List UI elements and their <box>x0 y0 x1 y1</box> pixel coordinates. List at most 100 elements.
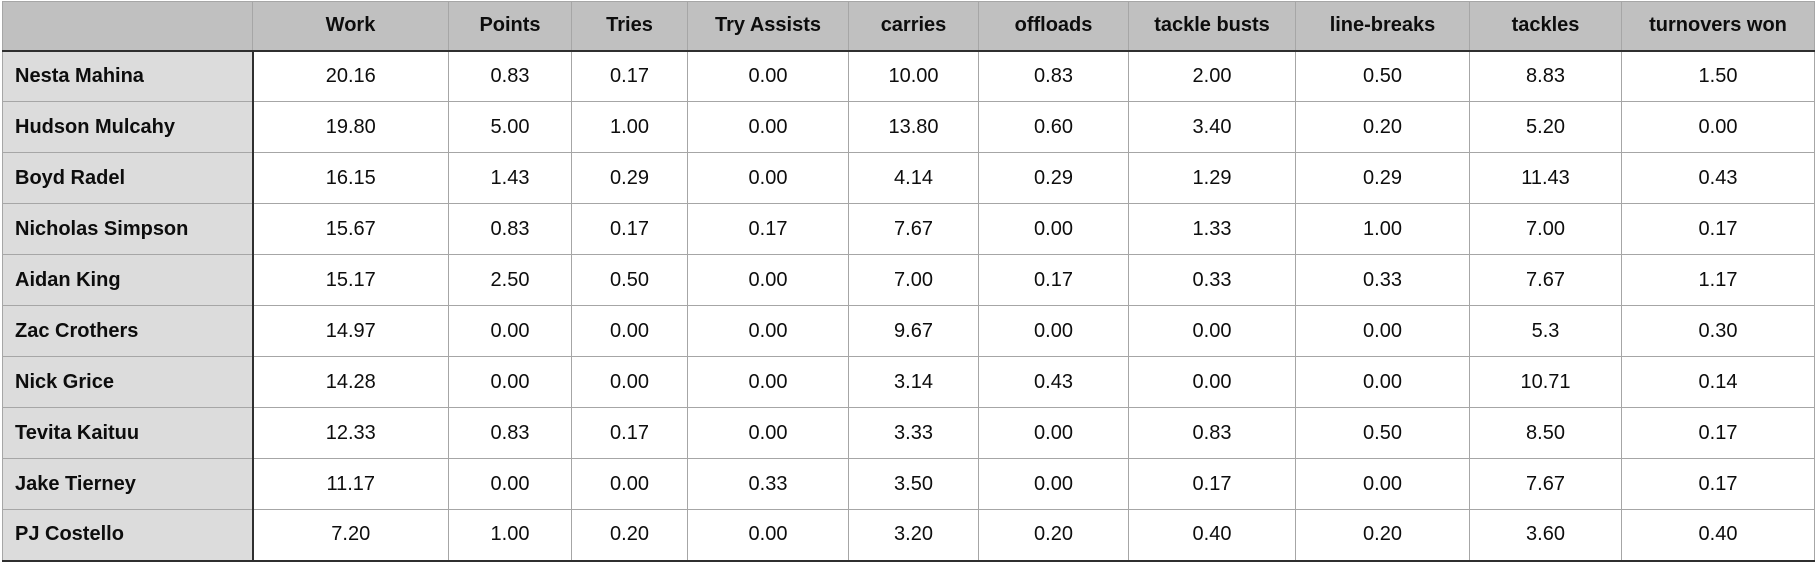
stat-cell: 0.00 <box>1128 305 1296 357</box>
stat-cell: 0.83 <box>448 407 572 459</box>
stat-cell: 0.33 <box>687 458 849 510</box>
player-row: Zac Crothers 14.97 0.00 0.00 0.00 9.67 0.00 0.0… <box>2 305 1815 357</box>
stat-cell: 3.20 <box>848 509 979 562</box>
stat-cell: 7.20 <box>252 509 449 562</box>
stat-cell: 10.71 <box>1469 356 1622 408</box>
stat-cell: 0.50 <box>1295 50 1470 102</box>
stat-cell: 0.29 <box>571 152 688 204</box>
stat-cell: 0.00 <box>978 458 1129 510</box>
stat-cell: 7.67 <box>1469 458 1622 510</box>
stat-cell: 0.00 <box>687 407 849 459</box>
stat-cell: 11.17 <box>252 458 449 510</box>
stat-cell: 0.00 <box>448 305 572 357</box>
stat-cell: 3.33 <box>848 407 979 459</box>
column-header-tackles: tackles <box>1469 1 1622 52</box>
stat-cell: 0.40 <box>1621 509 1815 562</box>
stat-cell: 2.50 <box>448 254 572 306</box>
player-row: Nicholas Simpson 15.67 0.83 0.17 0.17 7.67 0.0… <box>2 203 1815 255</box>
stat-cell: 1.00 <box>1295 203 1470 255</box>
stat-cell: 0.00 <box>571 458 688 510</box>
stat-cell: 7.67 <box>848 203 979 255</box>
stat-cell: 3.60 <box>1469 509 1622 562</box>
stat-cell: 0.17 <box>1128 458 1296 510</box>
stat-cell: 1.33 <box>1128 203 1296 255</box>
stat-cell: 0.00 <box>687 305 849 357</box>
stat-cell: 0.83 <box>448 203 572 255</box>
stat-cell: 11.43 <box>1469 152 1622 204</box>
stat-cell: 0.00 <box>687 101 849 153</box>
stat-cell: 0.00 <box>571 356 688 408</box>
stat-cell: 0.17 <box>1621 407 1815 459</box>
stat-cell: 14.97 <box>252 305 449 357</box>
column-header-tries: Tries <box>571 1 688 52</box>
stat-cell: 0.83 <box>448 50 572 102</box>
stat-cell: 1.29 <box>1128 152 1296 204</box>
stat-cell: 0.00 <box>448 458 572 510</box>
player-row: Boyd Radel 16.15 1.43 0.29 0.00 4.14 0.29 1.29 0… <box>2 152 1815 204</box>
stat-cell: 0.20 <box>1295 101 1470 153</box>
player-row: Aidan King 15.17 2.50 0.50 0.00 7.00 0.17 0.33 0… <box>2 254 1815 306</box>
stat-cell: 0.00 <box>1295 305 1470 357</box>
stat-cell: 1.43 <box>448 152 572 204</box>
column-header-offloads: offloads <box>978 1 1129 52</box>
stat-cell: 4.14 <box>848 152 979 204</box>
stat-cell: 0.50 <box>571 254 688 306</box>
stat-cell: 7.00 <box>1469 203 1622 255</box>
stat-cell: 3.40 <box>1128 101 1296 153</box>
stat-cell: 0.00 <box>1128 356 1296 408</box>
table-header: Work Points Tries Try Assists carries offload… <box>2 1 1815 52</box>
column-header-work: Work <box>252 1 449 52</box>
player-row: Jake Tierney 11.17 0.00 0.00 0.33 3.50 0.00 0.1… <box>2 458 1815 510</box>
stat-cell: 0.20 <box>571 509 688 562</box>
stat-cell: 5.20 <box>1469 101 1622 153</box>
stat-cell: 12.33 <box>252 407 449 459</box>
stat-cell: 1.50 <box>1621 50 1815 102</box>
player-name-cell: Aidan King <box>2 254 254 306</box>
player-name-cell: Jake Tierney <box>2 458 254 510</box>
stat-cell: 0.00 <box>978 305 1129 357</box>
player-name-cell: Boyd Radel <box>2 152 254 204</box>
column-header-points: Points <box>448 1 572 52</box>
stat-cell: 0.17 <box>571 50 688 102</box>
stat-cell: 3.50 <box>848 458 979 510</box>
player-name-cell: Hudson Mulcahy <box>2 101 254 153</box>
stat-cell: 0.00 <box>687 254 849 306</box>
stat-cell: 0.00 <box>1295 356 1470 408</box>
player-name-cell: Tevita Kaituu <box>2 407 254 459</box>
stat-cell: 0.00 <box>1295 458 1470 510</box>
stat-cell: 0.17 <box>571 203 688 255</box>
stat-cell: 0.00 <box>687 152 849 204</box>
column-header-turnovers-won: turnovers won <box>1621 1 1815 52</box>
stat-cell: 0.00 <box>978 203 1129 255</box>
header-row: Work Points Tries Try Assists carries offload… <box>2 1 1815 52</box>
stat-cell: 0.00 <box>571 305 688 357</box>
stat-cell: 0.00 <box>1621 101 1815 153</box>
stat-cell: 0.17 <box>978 254 1129 306</box>
player-column-header <box>2 1 253 52</box>
player-row: Hudson Mulcahy 19.80 5.00 1.00 0.00 13.80 0.60… <box>2 101 1815 153</box>
stat-cell: 15.17 <box>252 254 449 306</box>
player-row: Nick Grice 14.28 0.00 0.00 0.00 3.14 0.43 0.00 0… <box>2 356 1815 408</box>
stat-cell: 2.00 <box>1128 50 1296 102</box>
column-header-carries: carries <box>848 1 979 52</box>
player-name-cell: Nicholas Simpson <box>2 203 254 255</box>
column-header-line-breaks: line-breaks <box>1295 1 1470 52</box>
player-row: Nesta Mahina 20.16 0.83 0.17 0.00 10.00 0.83 2.… <box>2 50 1815 102</box>
stat-cell: 8.83 <box>1469 50 1622 102</box>
stat-cell: 16.15 <box>252 152 449 204</box>
stat-cell: 0.43 <box>978 356 1129 408</box>
stat-cell: 0.30 <box>1621 305 1815 357</box>
stat-cell: 20.16 <box>252 50 449 102</box>
stat-cell: 0.17 <box>571 407 688 459</box>
player-row: Tevita Kaituu 12.33 0.83 0.17 0.00 3.33 0.00 0.… <box>2 407 1815 459</box>
stat-cell: 0.00 <box>687 50 849 102</box>
stat-cell: 15.67 <box>252 203 449 255</box>
stat-cell: 8.50 <box>1469 407 1622 459</box>
stat-cell: 0.20 <box>1295 509 1470 562</box>
stat-cell: 7.67 <box>1469 254 1622 306</box>
stat-cell: 14.28 <box>252 356 449 408</box>
stat-cell: 0.83 <box>1128 407 1296 459</box>
stat-cell: 0.00 <box>687 356 849 408</box>
stat-cell: 0.50 <box>1295 407 1470 459</box>
stat-cell: 0.00 <box>687 509 849 562</box>
